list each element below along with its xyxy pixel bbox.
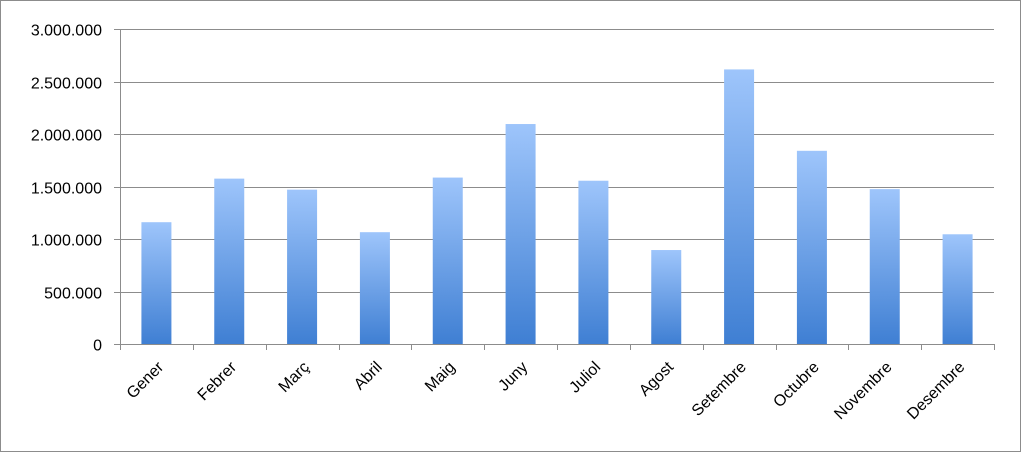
bar-novembre xyxy=(869,189,900,344)
bar-gener xyxy=(141,222,172,344)
x-tick-label: Gener xyxy=(124,358,168,402)
bars xyxy=(141,69,973,345)
x-tick-label: Març xyxy=(276,359,313,396)
x-tick-label: Agost xyxy=(636,358,677,399)
y-tick-label: 2.000.000 xyxy=(31,128,102,145)
bar-setembre xyxy=(724,69,755,345)
bar-octubre xyxy=(796,150,827,344)
x-tick-label: Juliol xyxy=(566,359,604,397)
axes xyxy=(120,29,994,345)
y-tick-label: 2.500.000 xyxy=(31,76,102,93)
gridlines xyxy=(114,29,995,350)
x-tick-label: Juny xyxy=(495,359,531,395)
x-tick-labels: Gener Febrer Març Abril Maig Juny Juliol Agost S… xyxy=(124,358,969,423)
bar-abril xyxy=(359,232,390,344)
y-tick-label: 3.000.000 xyxy=(31,23,102,40)
x-tick-label: Octubre xyxy=(770,359,822,411)
x-tick-label: Maig xyxy=(422,359,459,396)
y-tick-label: 0 xyxy=(93,338,102,355)
bar-maig xyxy=(432,177,463,344)
y-tick-label: 1.500.000 xyxy=(31,181,102,198)
x-tick-label: Setembre xyxy=(689,359,750,420)
x-tick-label: Novembre xyxy=(831,359,895,423)
bar-agost xyxy=(651,250,682,344)
x-tick-label: Abril xyxy=(351,359,386,394)
y-tick-label: 500.000 xyxy=(44,286,102,303)
y-tick-labels: 0 500.000 1.000.000 1.500.000 2.000.000 2.500… xyxy=(31,23,102,355)
bar-juny xyxy=(505,124,536,345)
y-tick-label: 1.000.000 xyxy=(31,233,102,250)
x-tick-label: Desembre xyxy=(904,359,968,423)
bar-juliol xyxy=(578,180,609,344)
bar-febrer xyxy=(214,178,245,344)
x-tick-label: Febrer xyxy=(195,358,241,404)
bar-desembre xyxy=(942,234,973,344)
bar-març xyxy=(287,189,318,344)
